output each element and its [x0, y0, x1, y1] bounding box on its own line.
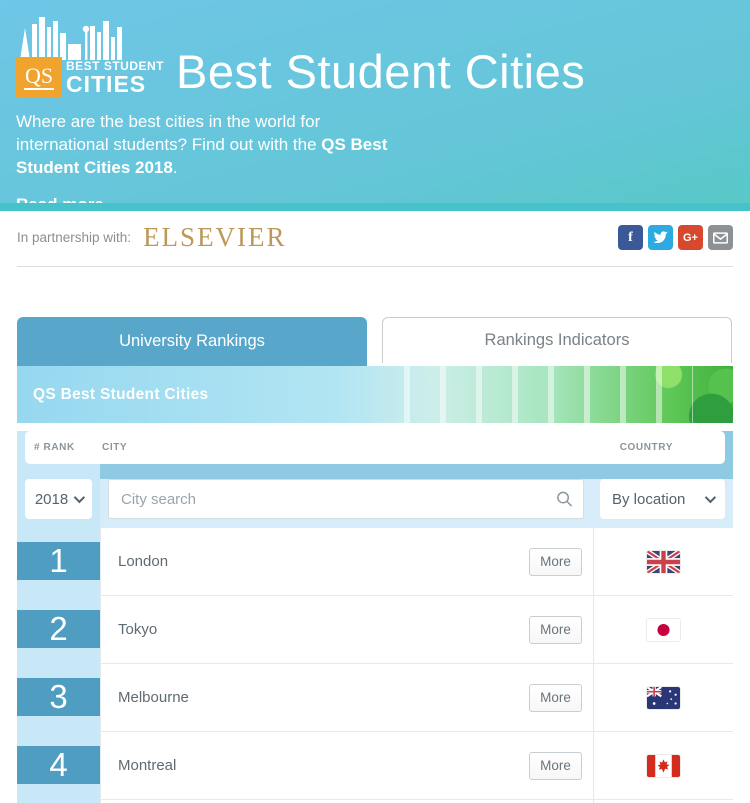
more-button[interactable]: More: [529, 615, 582, 644]
table-banner: QS Best Student Cities: [17, 366, 733, 423]
ranking-table: # RANK CITY COUNTRY 2018 By location: [17, 431, 733, 803]
country-cell: [593, 527, 733, 595]
more-button[interactable]: More: [529, 751, 582, 780]
google-plus-icon[interactable]: G+: [678, 225, 703, 250]
qs-logo-mark: QS: [16, 57, 62, 97]
qs-logo-line1: BEST STUDENT: [66, 58, 165, 73]
flag-australia-icon: [647, 686, 680, 709]
chevron-down-icon: [73, 491, 86, 504]
more-button[interactable]: More: [529, 683, 582, 712]
city-search-wrap: [108, 479, 584, 519]
location-select-value: By location: [612, 490, 686, 508]
banner-city-art: [392, 366, 693, 423]
qs-logo-line2: CITIES: [66, 70, 147, 97]
city-cell: Tokyo More: [100, 595, 593, 663]
rank-cell: 2: [17, 595, 100, 663]
flag-united-kingdom-icon: [647, 550, 680, 573]
city-cell: London More: [100, 527, 593, 595]
qs-logo: QS BEST STUDENT CITIES: [16, 14, 164, 97]
search-icon[interactable]: [556, 491, 573, 508]
column-header-city: CITY: [102, 442, 128, 453]
flag-japan-icon: [647, 618, 680, 641]
country-cell: [593, 731, 733, 799]
twitter-bird-icon: [653, 231, 668, 244]
facebook-icon[interactable]: f: [618, 225, 643, 250]
city-name: Montreal: [118, 757, 177, 774]
rank-badge: 3: [17, 678, 100, 716]
hero-subtitle-text: Where are the best cities in the world f…: [16, 112, 322, 154]
rank-cell: 4: [17, 731, 100, 799]
qs-logo-letters: QS: [23, 63, 55, 90]
city-name: Melbourne: [118, 689, 189, 706]
chevron-down-icon: [704, 491, 717, 504]
rank-badge: 2: [17, 610, 100, 648]
city-search-input[interactable]: [108, 479, 584, 519]
table-header-row: # RANK CITY COUNTRY: [25, 431, 725, 464]
tab-rankings-indicators[interactable]: Rankings Indicators: [382, 317, 732, 363]
city-cell: [100, 799, 593, 803]
rank-cell: 3: [17, 663, 100, 731]
city-name: Tokyo: [118, 621, 158, 638]
elsevier-logo[interactable]: ELSEVIER: [143, 222, 287, 252]
email-icon[interactable]: [708, 225, 733, 250]
hero-subtitle: Where are the best cities in the world f…: [16, 111, 396, 180]
read-more-link[interactable]: Read more: [16, 194, 104, 214]
rank-badge: 4: [17, 746, 100, 784]
ranking-rows: 1 London More: [17, 527, 733, 803]
column-header-rank: # RANK: [34, 442, 75, 453]
year-select[interactable]: 2018: [25, 479, 92, 519]
rank-cell: [17, 799, 100, 803]
hero-subtitle-period: .: [172, 157, 178, 177]
ranking-tabs: University Rankings Rankings Indicators: [17, 317, 733, 366]
banner-title: QS Best Student Cities: [33, 385, 209, 403]
twitter-icon[interactable]: [648, 225, 673, 250]
city-cell: Melbourne More: [100, 663, 593, 731]
hero-subtitle-bold: QS Best Student Cities 2018: [16, 134, 388, 177]
city-skyline-icon: [20, 17, 122, 60]
envelope-icon: [713, 231, 728, 244]
country-cell: [593, 799, 733, 803]
column-header-country: COUNTRY: [619, 442, 673, 453]
rank-badge: 1: [17, 542, 100, 580]
flag-canada-icon: [647, 754, 680, 777]
page-title: Best Student Cities: [176, 45, 586, 98]
rank-cell: 1: [17, 527, 100, 595]
city-name: London: [118, 553, 169, 570]
country-cell: [593, 595, 733, 663]
more-button[interactable]: More: [529, 547, 582, 576]
partnership-label: In partnership with:: [17, 230, 132, 245]
tab-university-rankings[interactable]: University Rankings: [17, 317, 367, 366]
table-row: 3 Melbourne More: [17, 663, 733, 731]
hero-header: QS BEST STUDENT CITIES Best Student Citi…: [0, 0, 750, 214]
table-row: 1 London More: [17, 527, 733, 595]
country-cell: [593, 663, 733, 731]
table-row-partial: [17, 799, 733, 803]
city-cell: Montreal More: [100, 731, 593, 799]
partnership-bar: In partnership with: ELSEVIER f G+: [17, 211, 733, 267]
filter-row: 2018 By location: [17, 472, 733, 527]
table-row: 2 Tokyo More: [17, 595, 733, 663]
year-select-value: 2018: [34, 490, 69, 508]
table-row: 4 Montreal More: [17, 731, 733, 799]
spacer: [0, 267, 750, 317]
location-select[interactable]: By location: [600, 479, 725, 519]
social-share-bar: f G+: [618, 225, 733, 250]
